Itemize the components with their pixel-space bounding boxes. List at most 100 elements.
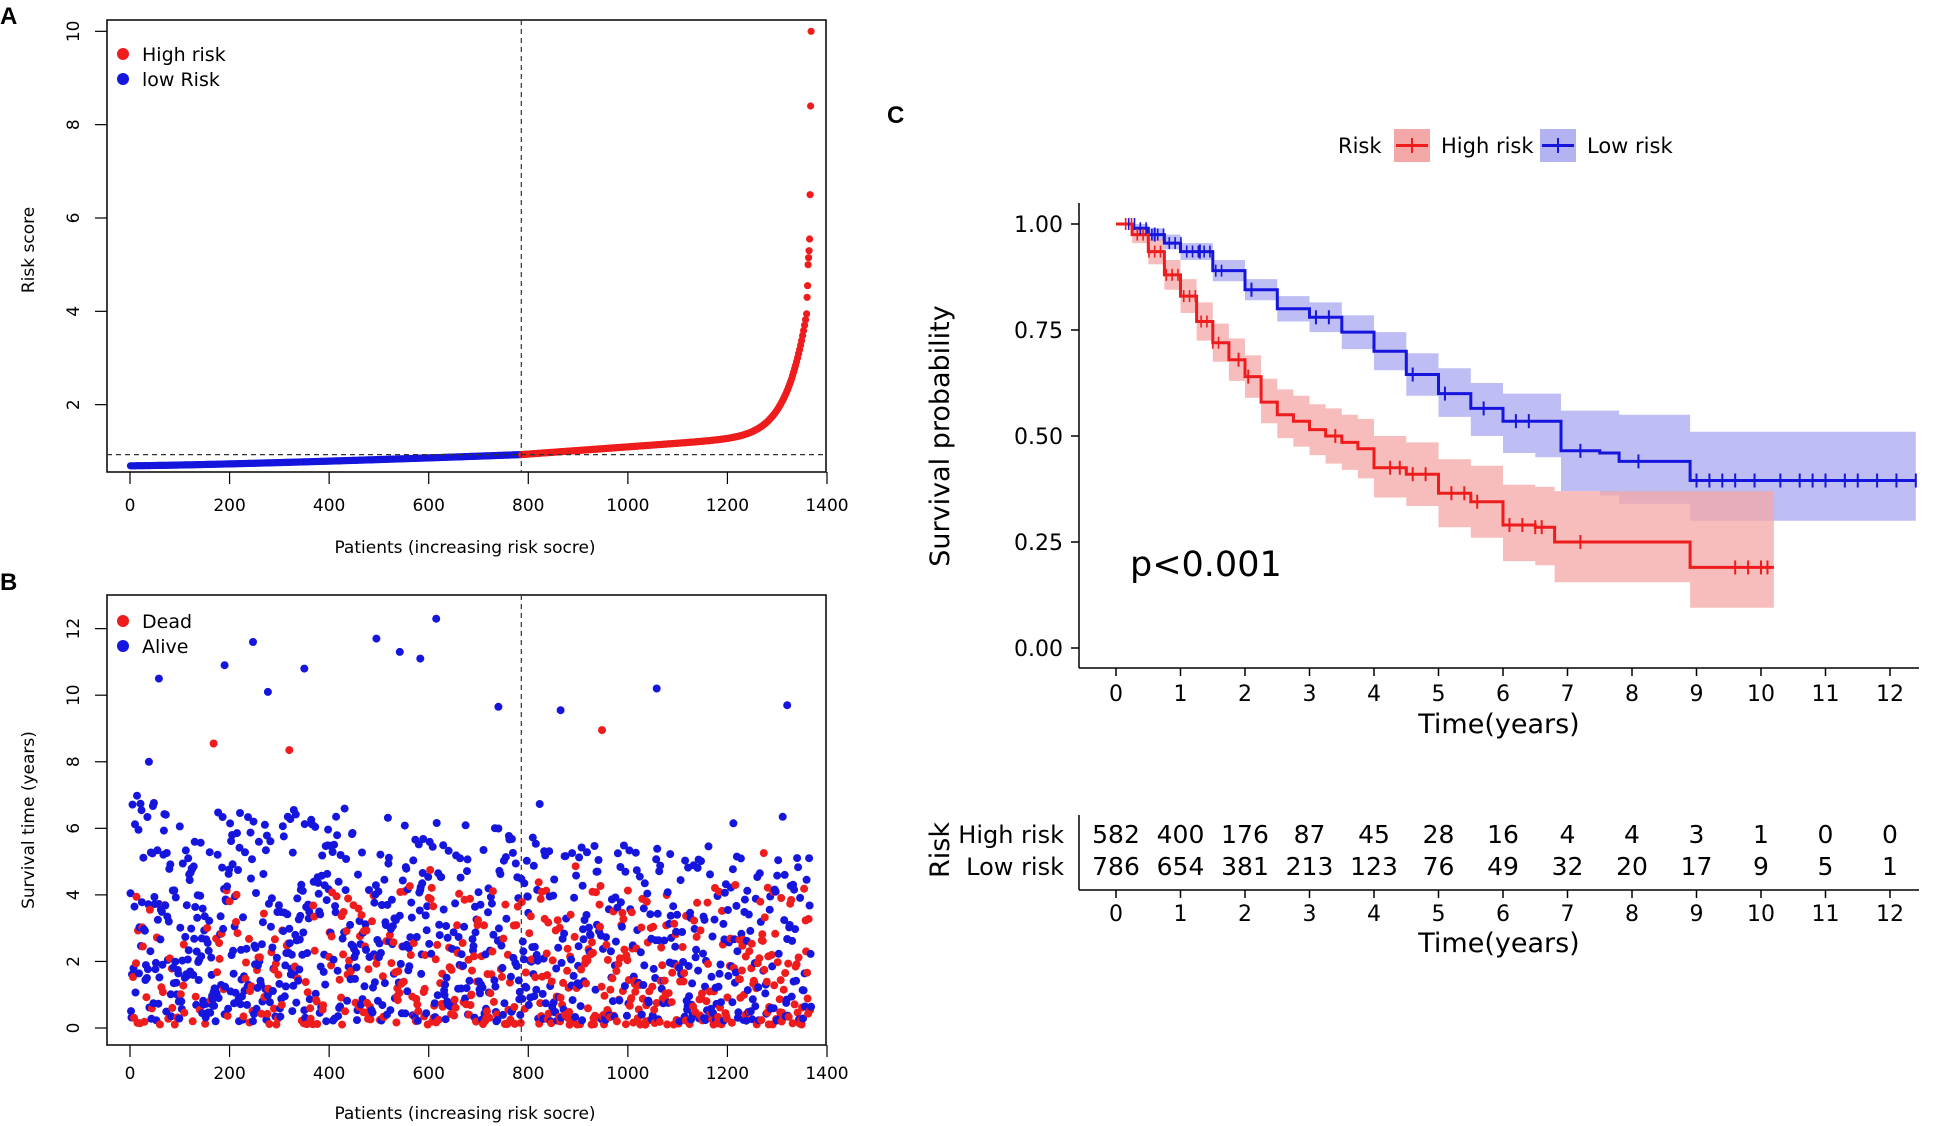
patient-point-dead (342, 927, 351, 935)
patient-point-alive (233, 829, 241, 838)
patient-point-alive (331, 908, 340, 917)
risk-table-cell: 76 (1423, 852, 1455, 881)
patient-point-alive (780, 916, 789, 925)
patient-point-dead (531, 973, 540, 982)
patient-point-alive (619, 841, 628, 850)
patient-point-dead (781, 969, 790, 977)
patient-point-dead (474, 916, 482, 925)
patient-point-dead (590, 1020, 598, 1029)
patient-point-notable (220, 661, 229, 670)
patient-point-dead (306, 1004, 315, 1013)
patient-point-dead (631, 987, 640, 996)
patient-point-alive (550, 875, 559, 884)
patient-point-dead (247, 982, 256, 991)
patient-point-alive (569, 971, 578, 980)
km-x-tick-label: 6 (1496, 682, 1510, 707)
legend-label-alive: Alive (142, 636, 189, 658)
patient-point-alive (697, 857, 705, 866)
patient-point-alive (305, 907, 314, 916)
patient-point-dead (758, 930, 767, 939)
patient-point-alive (234, 866, 242, 874)
patient-point-alive (164, 917, 173, 926)
patient-point-dead (337, 993, 346, 1002)
patient-point-alive (137, 898, 146, 907)
patient-point-alive (248, 855, 256, 864)
patient-point-alive (189, 862, 198, 871)
x-tick-label-a: 1000 (606, 496, 649, 516)
patient-point-dead (303, 988, 312, 997)
patient-point-alive (151, 965, 160, 974)
patient-point-notable (209, 739, 218, 748)
patient-point-dead (755, 954, 764, 963)
patient-point-dead (188, 1017, 197, 1026)
y-tick-label-b: 4 (64, 889, 84, 900)
y-tick-label-b: 10 (64, 684, 84, 706)
risk-table-x-axis-label: Time(years) (1417, 928, 1579, 959)
patient-point-alive (457, 950, 466, 959)
patient-point-alive (376, 850, 385, 859)
patient-point-alive (383, 813, 392, 822)
patient-point-alive (258, 918, 267, 927)
patient-point-alive (423, 902, 432, 911)
patient-point-alive (635, 872, 644, 881)
patient-point-alive (507, 835, 516, 843)
patient-point-alive (135, 969, 143, 978)
patient-point-alive (435, 920, 444, 929)
patient-point-alive (535, 800, 544, 808)
patient-point-alive (685, 992, 694, 1001)
patient-point-alive (151, 958, 160, 967)
patient-point-alive (567, 955, 576, 964)
patient-point-dead (589, 948, 597, 957)
y-axis-label-a: Risk score (19, 207, 39, 293)
patient-point-dead (544, 918, 553, 927)
patient-point-dead (767, 950, 776, 959)
risk-table-x-tick-label: 9 (1690, 902, 1704, 927)
patient-point-alive (210, 1001, 219, 1010)
patient-point-alive (136, 799, 145, 808)
patient-point-dead (667, 998, 676, 1007)
patient-point-alive (204, 946, 213, 955)
patient-point-dead (637, 923, 646, 932)
patient-point-alive (441, 1015, 450, 1024)
patient-point-alive (331, 902, 340, 911)
patient-point-alive (128, 800, 137, 809)
patient-point-dead (499, 934, 508, 943)
patient-point-dead (648, 982, 657, 991)
patient-point-alive (520, 879, 529, 888)
patient-point-alive (236, 1000, 245, 1009)
risk-table-cell: 786 (1092, 852, 1140, 881)
patient-point-alive (769, 1004, 778, 1013)
km-x-tick-label: 10 (1747, 682, 1775, 707)
patient-point-dead (470, 952, 478, 961)
patient-point-alive (681, 856, 690, 865)
patient-point-alive (395, 911, 404, 920)
patient-point-alive (676, 876, 685, 885)
patient-point-alive (333, 966, 342, 975)
patient-point-dead (625, 1001, 634, 1010)
patient-point-alive (528, 833, 537, 842)
risk-table-x-tick-label: 10 (1747, 902, 1775, 927)
patient-point-dead (787, 896, 796, 904)
patient-point-alive (360, 982, 369, 991)
patient-point-alive (728, 998, 737, 1007)
patient-point-alive (380, 875, 389, 884)
patient-point-dead (466, 1001, 475, 1009)
kaplan-meier-panel: Risk High risk Low risk 0.00 0.25 0.50 0.75… (925, 129, 1919, 959)
patient-point-alive (575, 853, 584, 862)
km-legend-label-low: Low risk (1587, 134, 1673, 158)
patient-point-alive (478, 983, 487, 992)
patient-point-dead (488, 887, 497, 896)
patient-point-dead (168, 1003, 177, 1012)
patient-point-dead (696, 926, 705, 935)
patient-point-dead (335, 975, 344, 984)
patient-point-alive (295, 935, 304, 944)
patient-point-alive (577, 843, 586, 852)
patient-point-alive (218, 863, 227, 872)
km-x-tick-label: 9 (1690, 682, 1704, 707)
patient-point-alive (183, 955, 192, 964)
km-x-tick-label: 12 (1876, 682, 1904, 707)
patient-point-alive (126, 889, 135, 898)
patient-point-alive (740, 895, 749, 904)
x-tick-label-a: 1200 (706, 496, 749, 516)
y-tick-label-b: 12 (64, 618, 84, 640)
